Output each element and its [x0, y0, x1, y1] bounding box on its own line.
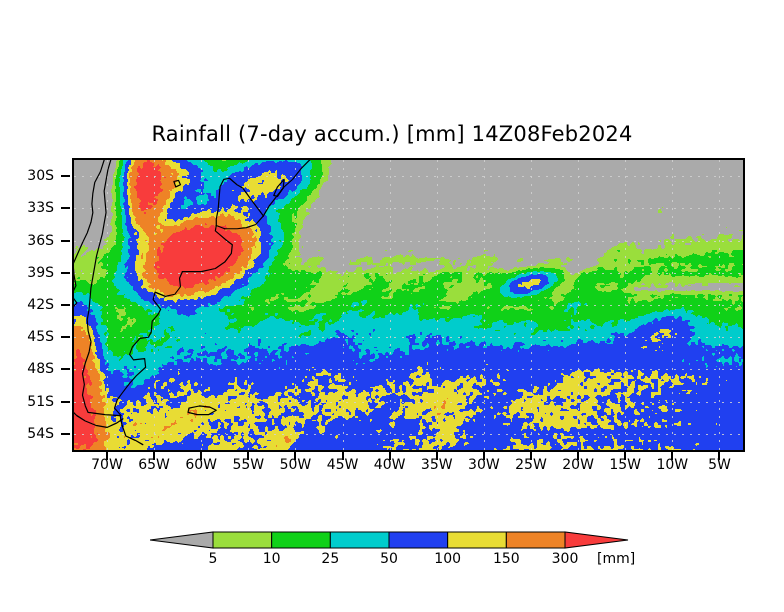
y-axis-tick-mark: [61, 271, 70, 274]
x-axis-tick-mark: [529, 452, 532, 460]
colorbar-bin: [505, 531, 566, 549]
colorbar-bin: [388, 531, 449, 549]
x-axis-tick-label: 50W: [279, 457, 312, 473]
y-axis-tick-label: 33S: [27, 200, 54, 217]
x-axis-tick-mark: [153, 452, 156, 460]
x-axis-tick-mark: [624, 452, 627, 460]
colorbar-bin: [329, 531, 390, 549]
x-axis-tick-mark: [435, 452, 438, 460]
colorbar-tick-label: 10: [262, 551, 281, 567]
colorbar-bin-over: [564, 531, 629, 549]
x-axis-tick-mark: [200, 452, 203, 460]
y-axis-tick-label: 42S: [27, 297, 54, 313]
x-axis-tick-label: 20W: [562, 457, 594, 473]
x-axis-tick-mark: [341, 452, 344, 460]
x-axis-tick-label: 5W: [708, 457, 731, 473]
colorbar-swatches: [150, 531, 629, 549]
x-axis-tick-label: 25W: [515, 457, 547, 473]
x-axis-tick-mark: [718, 452, 721, 460]
colorbar-bin: [447, 531, 507, 549]
y-axis-tick-mark: [61, 368, 70, 371]
x-axis-tick-mark: [247, 452, 250, 460]
colorbar-bin-under: [150, 531, 214, 549]
x-axis-tick-label: 70W: [91, 457, 123, 473]
y-axis-tick-mark: [61, 304, 70, 306]
y-axis-tick-label: 30S: [27, 168, 54, 185]
colorbar-tick-label: 100: [434, 551, 462, 567]
x-axis-tick-mark: [671, 452, 674, 460]
x-axis-tick-label: 55W: [232, 457, 265, 473]
y-axis-tick-mark: [61, 207, 70, 210]
x-axis-tick-mark: [294, 452, 297, 460]
colorbar-legend[interactable]: [mm] 5 10 25 50 100 150 300: [150, 524, 650, 582]
page-title: Rainfall (7-day accum.) [mm] 14Z08Feb202…: [151, 122, 633, 146]
x-axis-tick-label: 40W: [373, 457, 406, 473]
x-axis-tick-mark: [482, 452, 485, 460]
x-axis-tick-mark: [577, 452, 580, 460]
x-axis-tick-label: 30W: [468, 457, 500, 473]
colorbar-unit-label: [mm]: [597, 551, 636, 567]
colorbar-tick-label: 150: [492, 551, 520, 567]
x-axis-tick-label: 60W: [185, 457, 218, 473]
y-axis-tick-mark: [61, 400, 70, 403]
x-axis-tick-label: 45W: [326, 457, 359, 473]
colorbar-bin: [212, 531, 273, 549]
y-axis-tick-label: 39S: [27, 264, 54, 281]
y-axis-tick-label: 45S: [27, 329, 54, 346]
y-axis-tick-mark: [61, 239, 70, 242]
x-axis-tick-mark: [388, 452, 391, 460]
y-axis-tick-mark: [61, 336, 70, 339]
y-axis: 30S 33S 36S 39S 42S 45S 48S 51S 54S: [0, 0, 72, 612]
y-axis-tick-label: 51S: [27, 393, 54, 410]
y-axis-tick-label: 48S: [27, 361, 54, 378]
y-axis-tick-mark: [61, 432, 70, 435]
rainfall-field-canvas[interactable]: [74, 160, 743, 450]
colorbar-bin: [271, 531, 331, 549]
x-axis-tick-label: 15W: [609, 457, 642, 473]
y-axis-tick-label: 36S: [27, 232, 54, 249]
colorbar-tick-label: 5: [208, 551, 218, 567]
x-axis-tick-label: 10W: [656, 457, 689, 473]
y-axis-tick-mark: [61, 175, 70, 178]
x-axis-tick-label: 65W: [138, 457, 170, 473]
colorbar-tick-label: 300: [551, 551, 579, 567]
x-axis-tick-label: 35W: [420, 457, 453, 473]
map-plot-area[interactable]: [72, 158, 745, 452]
colorbar-tick-label: 25: [321, 551, 340, 567]
colorbar-tick-label: 50: [380, 551, 398, 567]
y-axis-tick-label: 54S: [27, 425, 54, 442]
x-axis-tick-mark: [105, 452, 108, 460]
